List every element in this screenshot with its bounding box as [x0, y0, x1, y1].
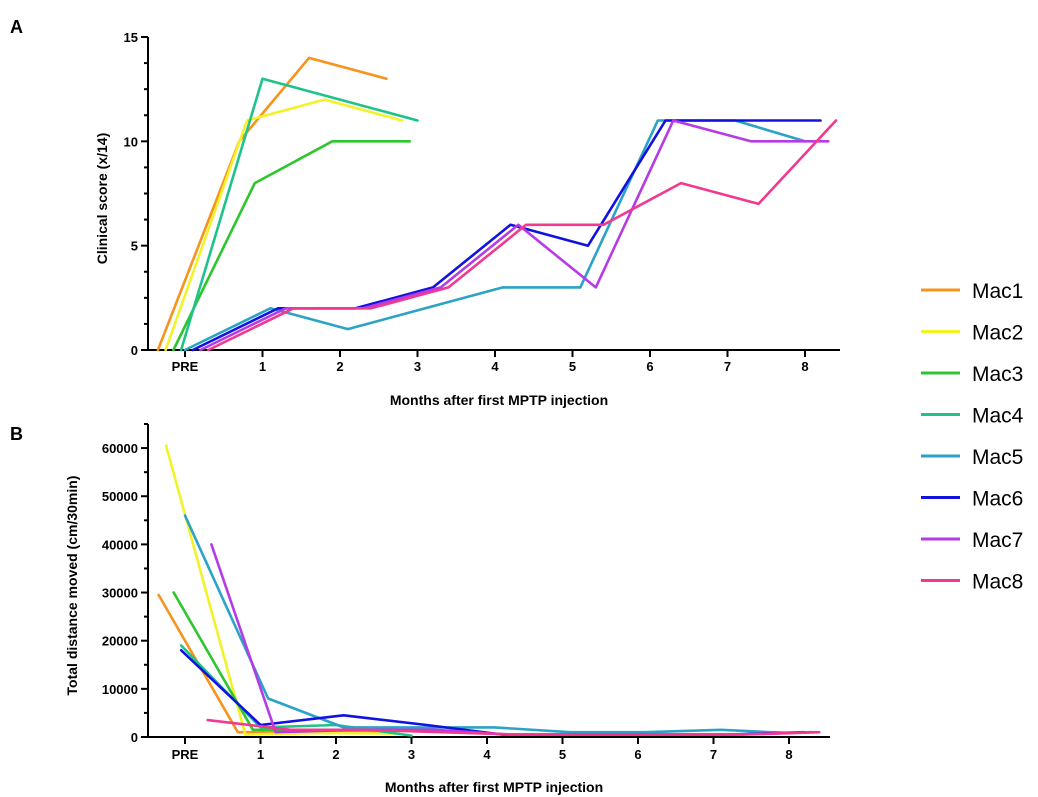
x-tick-label: 6 — [634, 747, 641, 762]
y-tick-label: 0 — [131, 730, 138, 745]
y-tick-label: 10000 — [102, 682, 138, 697]
x-tick-label: 3 — [414, 359, 421, 374]
series-line-mac2 — [164, 98, 404, 352]
x-tick-label: PRE — [172, 747, 199, 762]
x-tick-label: PRE — [172, 359, 199, 374]
x-tick-label: 3 — [408, 747, 415, 762]
x-tick-label: 1 — [257, 747, 264, 762]
x-tick-label: 2 — [332, 747, 339, 762]
legend-label-mac8: Mac8 — [972, 571, 1023, 594]
legend-label-mac3: Mac3 — [972, 363, 1023, 386]
y-tick-label: 10 — [124, 134, 138, 149]
series-line-mac1 — [156, 56, 388, 352]
y-tick-label: 0 — [131, 343, 138, 358]
legend-label-mac6: Mac6 — [972, 488, 1023, 511]
legend: Mac1 Mac2 Mac3 Mac4 Mac5 Mac6 Mac7 Mac8 — [921, 280, 1024, 594]
x-tick-label: 5 — [569, 359, 576, 374]
series-line-mac4 — [179, 77, 419, 352]
panel-a: A 0 5 10 15 PRE 1 2 3 4 5 6 7 8 Months after first MPT… — [10, 17, 840, 408]
panel-letter: B — [10, 424, 23, 444]
x-tick-label: 7 — [724, 359, 731, 374]
x-axis-title: Months after first MPTP injection — [385, 779, 603, 795]
y-tick-label: 60000 — [102, 441, 138, 456]
y-axis-title: Total distance moved (cm/30min) — [64, 476, 80, 696]
y-tick-label: 40000 — [102, 537, 138, 552]
legend-label-mac1: Mac1 — [972, 280, 1023, 303]
series-line-mac6 — [179, 648, 806, 736]
x-tick-label: 8 — [785, 747, 792, 762]
x-tick-label: 5 — [559, 747, 566, 762]
x-tick-label: 8 — [801, 359, 808, 374]
x-tick-label: 4 — [483, 747, 491, 762]
y-tick-label: 30000 — [102, 586, 138, 601]
legend-label-mac5: Mac5 — [972, 446, 1023, 469]
x-tick-label: 6 — [646, 359, 653, 374]
y-tick-label: 15 — [124, 30, 138, 45]
x-tick-label: 7 — [710, 747, 717, 762]
x-tick-label: 2 — [336, 359, 343, 374]
y-tick-label: 20000 — [102, 634, 138, 649]
legend-label-mac4: Mac4 — [972, 405, 1024, 428]
series-line-mac8 — [206, 718, 821, 736]
panel-b: B 0 10000 20000 30000 40000 50000 60000 PRE 1 2 3 4 5… — [10, 423, 830, 795]
panel-letter: A — [10, 17, 23, 37]
legend-label-mac7: Mac7 — [972, 529, 1023, 552]
series-line-mac1 — [157, 593, 383, 734]
series-line-mac3 — [172, 591, 406, 732]
series-line-mac5 — [183, 514, 791, 735]
legend-label-mac2: Mac2 — [972, 322, 1023, 345]
y-tick-label: 50000 — [102, 489, 138, 504]
y-axis-title: Clinical score (x/14) — [94, 133, 110, 265]
series-line-mac8 — [207, 119, 838, 352]
x-tick-label: 1 — [259, 359, 266, 374]
x-tick-label: 4 — [491, 359, 499, 374]
series-line-mac2 — [164, 444, 398, 736]
series-line-mac3 — [172, 140, 412, 352]
x-axis-title: Months after first MPTP injection — [390, 392, 608, 408]
series-line-mac7 — [210, 543, 814, 736]
y-tick-label: 5 — [131, 239, 138, 254]
